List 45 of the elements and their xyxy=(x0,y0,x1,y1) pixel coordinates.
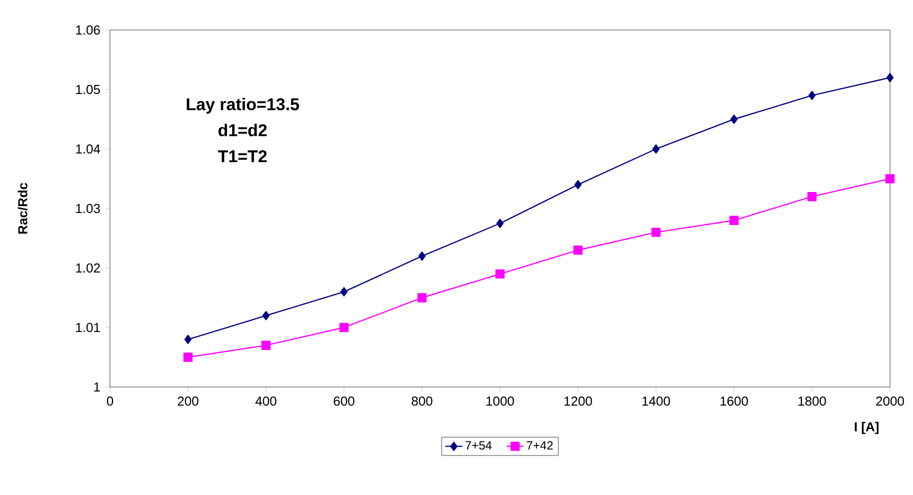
y-tick-label: 1.06 xyxy=(76,25,100,35)
y-tick-label: 1.02 xyxy=(76,263,100,273)
point xyxy=(807,192,817,202)
x-tick-label: 1400 xyxy=(642,396,670,406)
annotation: Lay ratio=13.5 xyxy=(186,98,300,114)
y-axis-title: Rac/Rdc xyxy=(18,182,28,234)
point xyxy=(184,334,192,344)
y-tick-label: 1 xyxy=(94,382,100,392)
point xyxy=(574,180,582,190)
y-tick-label: 1.05 xyxy=(76,84,100,94)
point xyxy=(340,287,348,296)
legend-label: 7+42 xyxy=(526,441,553,450)
y-tick-label: 1.04 xyxy=(76,144,100,154)
point xyxy=(651,228,661,237)
legend-label: 7+54 xyxy=(466,441,492,450)
x-tick-label: 0 xyxy=(106,396,114,406)
point xyxy=(885,174,895,184)
point xyxy=(573,246,583,255)
point xyxy=(262,310,270,320)
point xyxy=(261,340,271,350)
x-tick-label: 400 xyxy=(255,396,276,406)
point xyxy=(339,322,349,332)
x-axis-title: I [A] xyxy=(854,422,878,434)
point xyxy=(730,114,738,124)
point xyxy=(729,216,739,225)
x-tick-label: 1200 xyxy=(564,396,592,406)
point xyxy=(496,218,504,228)
x-tick-label: 1800 xyxy=(798,396,826,406)
annotation: T1=T2 xyxy=(218,150,267,162)
point xyxy=(418,251,426,261)
annotation: d1=d2 xyxy=(218,124,267,136)
point xyxy=(417,293,427,302)
point xyxy=(652,144,660,154)
point xyxy=(183,352,193,362)
point xyxy=(886,73,894,82)
x-tick-label: 800 xyxy=(412,396,432,406)
point xyxy=(495,269,505,279)
y-tick-label: 1.03 xyxy=(76,204,100,214)
x-tick-label: 1000 xyxy=(486,396,514,406)
point xyxy=(808,90,816,100)
x-tick-label: 1600 xyxy=(720,396,748,406)
x-tick-label: 600 xyxy=(334,396,354,406)
x-tick-label: 200 xyxy=(178,396,198,406)
y-tick-label: 1.01 xyxy=(76,322,100,332)
x-tick-label: 2000 xyxy=(876,396,904,406)
